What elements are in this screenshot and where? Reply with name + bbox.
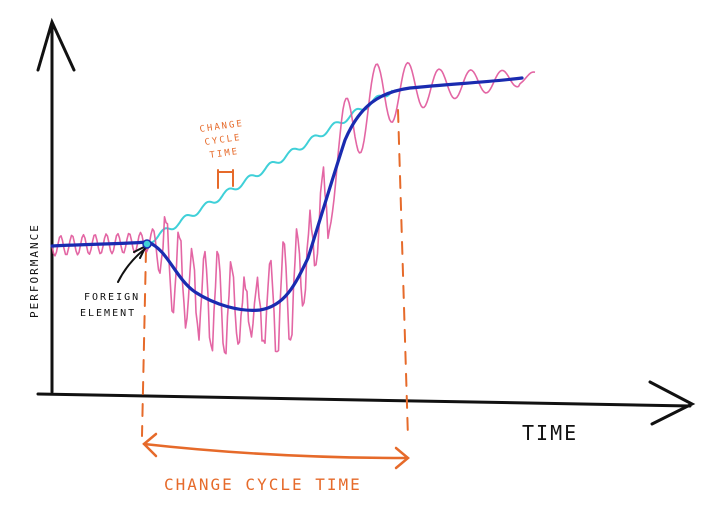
x-axis-label: TIME: [522, 421, 578, 445]
cycle-arrow-shaft: [142, 442, 408, 460]
guide-lines: [141, 109, 409, 439]
small-label-line2: CYCLE: [204, 133, 242, 148]
x-axis-line: [36, 392, 692, 408]
y-axis-label: PERFORMANCE: [28, 223, 41, 318]
foreign-element-label-line2: ELEMENT: [80, 308, 136, 319]
small-change-cycle-time-label: CHANGE CYCLE TIME: [199, 119, 244, 161]
small-cycle-bracket: [217, 169, 234, 189]
change-cycle-time-arrow: [142, 432, 410, 470]
x-axis-arrowhead: [648, 380, 696, 426]
cyan-wave-line: [147, 89, 393, 244]
y-axis-arrowhead: [36, 17, 76, 72]
foreign-element-label-line1: FOREIGN: [84, 292, 140, 303]
small-label-line3: TIME: [209, 147, 240, 161]
foreign-element-marker: [142, 239, 152, 249]
blue-trend-curve: [50, 76, 524, 312]
axes: [36, 17, 696, 426]
cycle-arrow-left-head: [142, 432, 158, 458]
change-cycle-time-label: CHANGE CYCLE TIME: [164, 475, 362, 494]
end-guide-line: [397, 109, 409, 439]
cycle-arrow-right-head: [394, 446, 410, 470]
start-guide-line: [141, 249, 147, 437]
